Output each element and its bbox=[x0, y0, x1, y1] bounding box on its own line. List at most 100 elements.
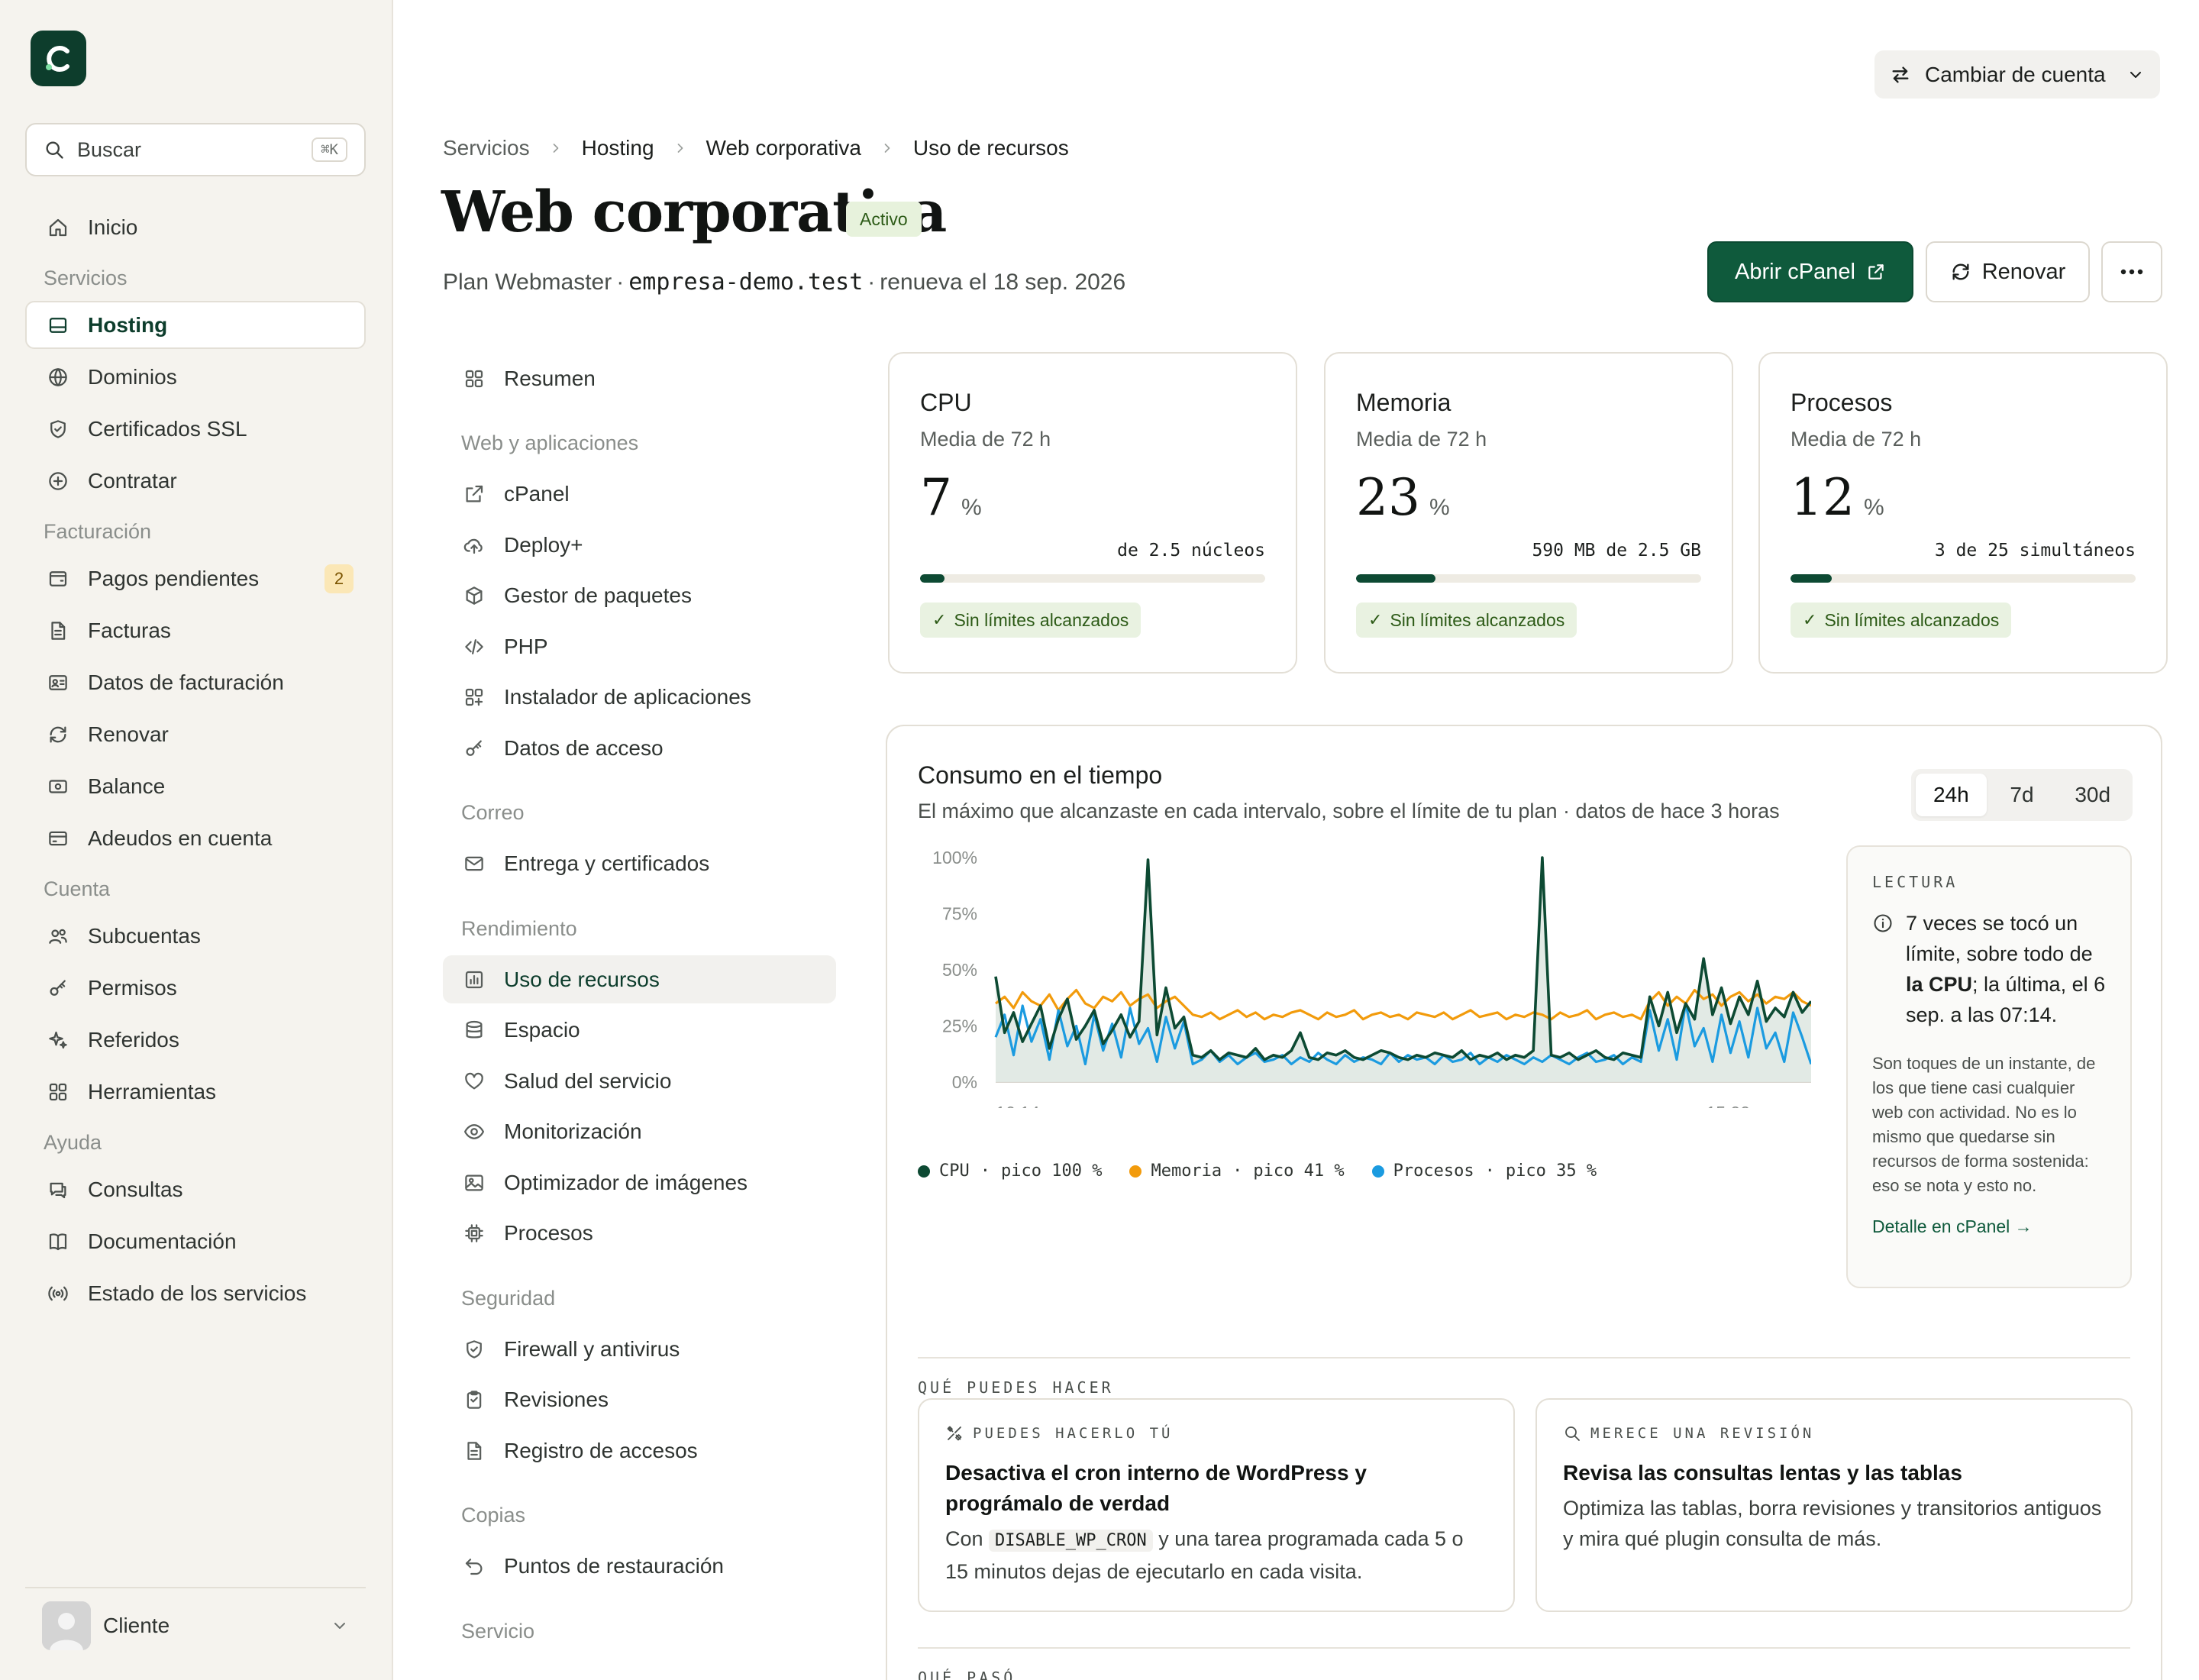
subnav-item-label: Instalador de aplicaciones bbox=[504, 685, 751, 709]
sidebar-item-label: Referidos bbox=[88, 1027, 179, 1052]
metric-capacity: 590 MB de 2.5 GB bbox=[1532, 541, 1701, 561]
open-cpanel-button[interactable]: Abrir cPanel bbox=[1707, 241, 1913, 302]
breadcrumb-web-corporativa[interactable]: Web corporativa bbox=[706, 136, 861, 160]
subnav-section-web-y-aplicaciones: Web y aplicaciones bbox=[461, 431, 639, 454]
sidebar-item-dominios[interactable]: Dominios bbox=[25, 353, 366, 401]
sidebar-item-hosting[interactable]: Hosting bbox=[25, 301, 366, 349]
range-option-7d[interactable]: 7d bbox=[2010, 783, 2034, 806]
subnav-item-registro-de-accesos[interactable]: Registro de accesos bbox=[443, 1426, 836, 1475]
subnav-item-label: Revisiones bbox=[504, 1388, 609, 1411]
subnav-item-instalador-de-aplicaciones[interactable]: Instalador de aplicaciones bbox=[443, 674, 836, 722]
legend-swatch bbox=[1129, 1165, 1142, 1178]
legend-peak: pico 35 % bbox=[1505, 1161, 1597, 1181]
subnav-item-cpanel[interactable]: cPanel bbox=[443, 470, 836, 519]
sidebar-item-consultas[interactable]: Consultas bbox=[25, 1165, 366, 1213]
sidebar-item-referidos[interactable]: Referidos bbox=[25, 1016, 366, 1064]
sidebar-item-label: Datos de facturación bbox=[88, 670, 284, 694]
metric-card-memoria: Memoria Media de 72 h 23 % 590 MB de 2.5… bbox=[1324, 352, 1733, 674]
subnav-item-salud-del-servicio[interactable]: Salud del servicio bbox=[443, 1057, 836, 1105]
range-option-30d[interactable]: 30d bbox=[2075, 783, 2111, 806]
cpanel-detail-link[interactable]: Detalle en cPanel → bbox=[1872, 1216, 2033, 1236]
subnav-item-label: Deploy+ bbox=[504, 532, 583, 557]
range-option-24h[interactable]: 24h bbox=[1916, 774, 1987, 816]
subnav-item-resumen[interactable]: Resumen bbox=[443, 354, 836, 402]
sidebar-item-permisos[interactable]: Permisos bbox=[25, 964, 366, 1012]
sidebar-item-label: Contratar bbox=[88, 468, 177, 493]
metric-title: Memoria bbox=[1356, 389, 1451, 416]
reading-tag: LECTURA bbox=[1872, 873, 1958, 891]
subnav-item-revisiones[interactable]: Revisiones bbox=[443, 1376, 836, 1424]
sidebar-item-documentacion[interactable]: Documentación bbox=[25, 1217, 366, 1265]
subnav-section-rendimiento: Rendimiento bbox=[461, 916, 577, 940]
switch-account-label: Cambiar de cuenta bbox=[1925, 62, 2106, 86]
legend-item-cpu: CPU · pico 100 % bbox=[918, 1161, 1102, 1181]
subnav-item-label: Resumen bbox=[504, 366, 596, 390]
mail-icon bbox=[461, 851, 487, 877]
sidebar-item-label: Estado de los servicios bbox=[88, 1281, 307, 1305]
sidebar-item-renovar[interactable]: Renovar bbox=[25, 710, 366, 758]
sidebar-item-label: Inicio bbox=[88, 215, 138, 239]
sidebar-item-balance[interactable]: Balance bbox=[25, 762, 366, 810]
legend-series-name: Procesos bbox=[1393, 1161, 1474, 1181]
sidebar-item-subcuentas[interactable]: Subcuentas bbox=[25, 912, 366, 960]
sidebar-item-inicio[interactable]: Inicio bbox=[25, 203, 366, 251]
subnav-item-label: Procesos bbox=[504, 1221, 593, 1245]
breadcrumb-hosting[interactable]: Hosting bbox=[581, 136, 654, 160]
subnav-item-procesos[interactable]: Procesos bbox=[443, 1210, 836, 1258]
refresh-icon bbox=[45, 722, 71, 748]
limits-ok-badge: ✓ Sin límites alcanzados bbox=[1791, 603, 2012, 638]
subnav-item-label: cPanel bbox=[504, 482, 570, 506]
key-icon bbox=[461, 735, 487, 761]
chevron-right-icon bbox=[673, 141, 688, 156]
sidebar-item-label: Permisos bbox=[88, 975, 177, 1000]
subnav-item-uso-de-recursos[interactable]: Uso de recursos bbox=[443, 955, 836, 1003]
search-placeholder: Buscar bbox=[77, 137, 142, 161]
sidebar-item-label: Facturas bbox=[88, 618, 171, 642]
subnav-section-copias: Copias bbox=[461, 1504, 526, 1527]
breadcrumb-servicios[interactable]: Servicios bbox=[443, 136, 530, 160]
subnav-item-entrega-y-certificados[interactable]: Entrega y certificados bbox=[443, 840, 836, 888]
subnav-item-puntos-de-restauracion[interactable]: Puntos de restauración bbox=[443, 1543, 836, 1591]
sidebar-item-certificados-ssl[interactable]: Certificados SSL bbox=[25, 405, 366, 453]
sidebar-item-pagos-pendientes[interactable]: Pagos pendientes 2 bbox=[25, 554, 366, 603]
swap-icon bbox=[1890, 64, 1911, 86]
cloud-upload-icon bbox=[461, 532, 487, 558]
subnav-item-gestor-de-paquetes[interactable]: Gestor de paquetes bbox=[443, 572, 836, 620]
legend-series-name: Memoria bbox=[1151, 1161, 1222, 1181]
cpu-area bbox=[996, 858, 1811, 1082]
sidebar-item-estado-de-los-servicios[interactable]: Estado de los servicios bbox=[25, 1269, 366, 1317]
metric-value: 12 bbox=[1791, 468, 1855, 527]
recommendation-card[interactable]: MERECE UNA REVISIÓN Revisa las consultas… bbox=[1535, 1398, 2133, 1612]
usage-title: Consumo en el tiempo bbox=[918, 761, 1163, 789]
sidebar-item-adeudos-en-cuenta[interactable]: Adeudos en cuenta bbox=[25, 814, 366, 862]
legend-item-memoria: Memoria · pico 41 % bbox=[1129, 1161, 1345, 1181]
switch-account-button[interactable]: Cambiar de cuenta bbox=[1874, 50, 2160, 99]
credit-card-icon bbox=[45, 825, 71, 851]
sidebar-item-herramientas[interactable]: Herramientas bbox=[25, 1068, 366, 1116]
subnav-item-optimizador-de-imagenes[interactable]: Optimizador de imágenes bbox=[443, 1158, 836, 1207]
sidebar-item-facturas[interactable]: Facturas bbox=[25, 606, 366, 654]
renew-button[interactable]: Renovar bbox=[1926, 241, 2090, 302]
legend-peak: pico 41 % bbox=[1253, 1161, 1345, 1181]
recommendation-card[interactable]: PUEDES HACERLO TÚ Desactiva el cron inte… bbox=[918, 1398, 1515, 1612]
sidebar-item-datos-de-facturacion[interactable]: Datos de facturación bbox=[25, 658, 366, 706]
brand-logo[interactable] bbox=[31, 31, 86, 86]
check-icon: ✓ bbox=[1368, 610, 1383, 629]
y-tick-label: 50% bbox=[942, 960, 977, 980]
subnav-item-datos-de-acceso[interactable]: Datos de acceso bbox=[443, 724, 836, 772]
subnav-item-firewall-y-antivirus[interactable]: Firewall y antivirus bbox=[443, 1325, 836, 1373]
shield-icon bbox=[45, 416, 71, 442]
user-menu[interactable]: Cliente bbox=[25, 1587, 366, 1663]
history-section-title: QUÉ PASÓ bbox=[918, 1669, 1016, 1680]
subnav-item-php[interactable]: PHP bbox=[443, 622, 836, 670]
subnav-item-espacio[interactable]: Espacio bbox=[443, 1006, 836, 1055]
y-tick-label: 25% bbox=[942, 1016, 977, 1036]
subnav-item-deploy[interactable]: Deploy+ bbox=[443, 521, 836, 569]
sidebar-item-label: Documentación bbox=[88, 1229, 237, 1253]
grid-icon bbox=[45, 1079, 71, 1105]
sidebar-item-contratar[interactable]: Contratar bbox=[25, 457, 366, 505]
more-options-button[interactable] bbox=[2101, 241, 2162, 302]
file-icon bbox=[45, 618, 71, 644]
search-input[interactable]: Buscar ⌘K bbox=[25, 123, 366, 176]
subnav-item-monitorizacion[interactable]: Monitorización bbox=[443, 1108, 836, 1156]
